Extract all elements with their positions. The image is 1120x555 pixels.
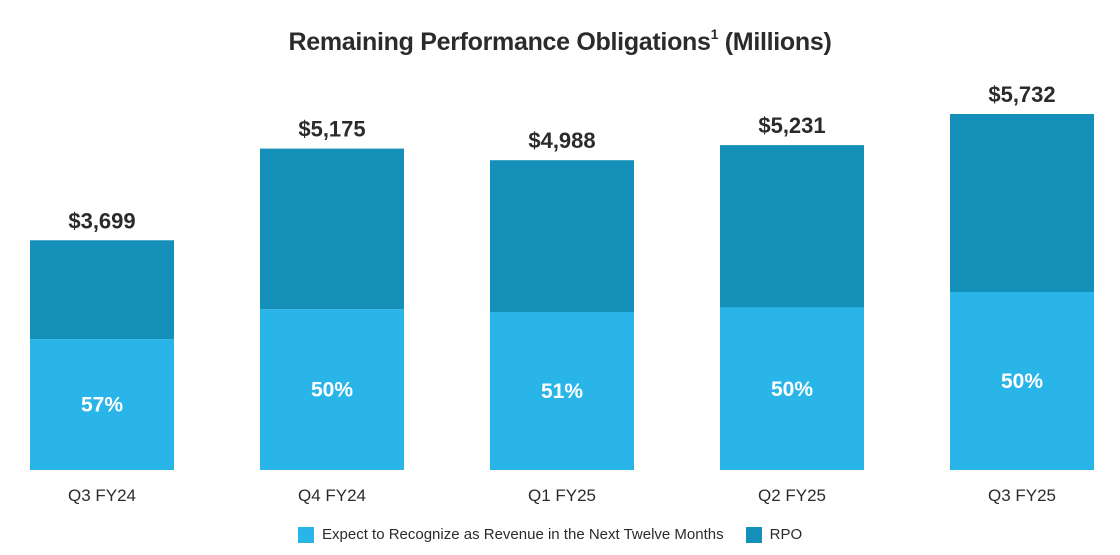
bar-rpo-4 bbox=[950, 114, 1094, 292]
category-label-3: Q2 FY25 bbox=[758, 486, 826, 505]
bar-next-twelve-months-3 bbox=[720, 307, 864, 470]
legend-swatch-rpo bbox=[745, 526, 762, 543]
chart-title: Remaining Performance Obligations1 (Mill… bbox=[0, 26, 1120, 57]
bar-next-twelve-months-0 bbox=[30, 339, 174, 470]
title-footnote-marker: 1 bbox=[710, 26, 719, 42]
category-label-0: Q3 FY24 bbox=[68, 486, 136, 505]
pct-label-0: 57% bbox=[81, 394, 123, 417]
bar-rpo-2 bbox=[490, 160, 634, 313]
category-label-2: Q1 FY25 bbox=[528, 486, 596, 505]
category-label-1: Q4 FY24 bbox=[298, 486, 366, 505]
pct-label-3: 50% bbox=[771, 378, 813, 401]
legend-item-next-twelve-months: Expect to Recognize as Revenue in the Ne… bbox=[298, 526, 724, 543]
total-label-0: $3,699 bbox=[68, 208, 135, 233]
chart-title-text: Remaining Performance Obligations bbox=[288, 28, 711, 56]
pct-label-1: 50% bbox=[311, 379, 353, 402]
bar-rpo-1 bbox=[260, 148, 404, 310]
legend-label-rpo: RPO bbox=[769, 526, 803, 543]
category-label-4: Q3 FY25 bbox=[988, 486, 1056, 505]
pct-label-4: 50% bbox=[1001, 370, 1043, 393]
bar-next-twelve-months-2 bbox=[490, 312, 634, 470]
total-label-2: $4,988 bbox=[528, 128, 595, 153]
bar-rpo-0 bbox=[30, 240, 174, 340]
chart-title-units: (Millions) bbox=[724, 28, 832, 56]
chart-legend: Expect to Recognize as Revenue in the Ne… bbox=[298, 526, 824, 543]
legend-label-next-twelve-months: Expect to Recognize as Revenue in the Ne… bbox=[322, 526, 724, 543]
pct-label-2: 51% bbox=[541, 380, 583, 403]
total-label-4: $5,732 bbox=[988, 82, 1055, 107]
bar-next-twelve-months-1 bbox=[260, 309, 404, 470]
legend-swatch-next-twelve-months bbox=[298, 526, 314, 543]
total-label-3: $5,231 bbox=[758, 113, 825, 138]
legend-item-rpo: RPO bbox=[745, 526, 803, 543]
bar-rpo-3 bbox=[720, 145, 864, 308]
bar-next-twelve-months-4 bbox=[950, 292, 1094, 470]
total-label-1: $5,175 bbox=[298, 117, 365, 142]
